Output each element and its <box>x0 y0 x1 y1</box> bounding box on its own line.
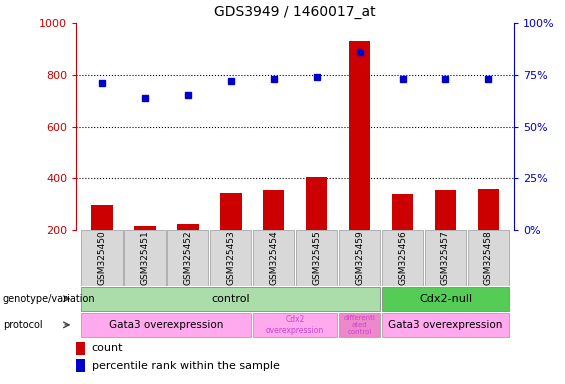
Text: percentile rank within the sample: percentile rank within the sample <box>92 361 280 371</box>
Bar <box>81 313 251 337</box>
Bar <box>434 190 456 282</box>
Bar <box>177 223 199 282</box>
Bar <box>339 313 380 337</box>
Bar <box>220 192 242 282</box>
Text: GSM325453: GSM325453 <box>227 230 235 285</box>
Text: GSM325456: GSM325456 <box>398 230 407 285</box>
Text: Gata3 overexpression: Gata3 overexpression <box>388 320 503 330</box>
Bar <box>382 230 423 286</box>
Bar <box>382 313 509 337</box>
Bar <box>392 194 413 282</box>
Bar <box>349 41 370 282</box>
Text: GSM325450: GSM325450 <box>98 230 107 285</box>
Text: GSM325459: GSM325459 <box>355 230 364 285</box>
Text: GSM325455: GSM325455 <box>312 230 321 285</box>
Bar <box>339 230 380 286</box>
Text: GSM325452: GSM325452 <box>184 230 193 285</box>
Title: GDS3949 / 1460017_at: GDS3949 / 1460017_at <box>214 5 376 19</box>
Bar <box>210 230 251 286</box>
Text: protocol: protocol <box>3 320 42 330</box>
Bar <box>306 177 327 282</box>
Bar <box>296 230 337 286</box>
Text: Cdx2
overexpression: Cdx2 overexpression <box>266 315 324 334</box>
Bar <box>468 230 509 286</box>
Bar <box>253 230 294 286</box>
Text: count: count <box>92 343 123 353</box>
Bar <box>425 230 466 286</box>
Text: GSM325451: GSM325451 <box>141 230 150 285</box>
Bar <box>76 342 85 355</box>
Bar <box>382 287 509 311</box>
Bar <box>81 230 123 286</box>
Text: Gata3 overexpression: Gata3 overexpression <box>109 320 224 330</box>
Text: GSM325457: GSM325457 <box>441 230 450 285</box>
Bar <box>92 205 113 282</box>
Text: control: control <box>211 294 250 304</box>
Bar <box>167 230 208 286</box>
Text: differenti
ated
control: differenti ated control <box>344 315 376 335</box>
Bar <box>253 313 337 337</box>
Bar <box>263 190 285 282</box>
Text: Cdx2-null: Cdx2-null <box>419 294 472 304</box>
Bar <box>477 189 499 282</box>
Text: GSM325454: GSM325454 <box>270 230 278 285</box>
Bar <box>81 287 380 311</box>
Text: genotype/variation: genotype/variation <box>3 294 95 304</box>
Bar <box>134 226 156 282</box>
Bar <box>124 230 166 286</box>
Bar <box>76 359 85 372</box>
Text: GSM325458: GSM325458 <box>484 230 493 285</box>
